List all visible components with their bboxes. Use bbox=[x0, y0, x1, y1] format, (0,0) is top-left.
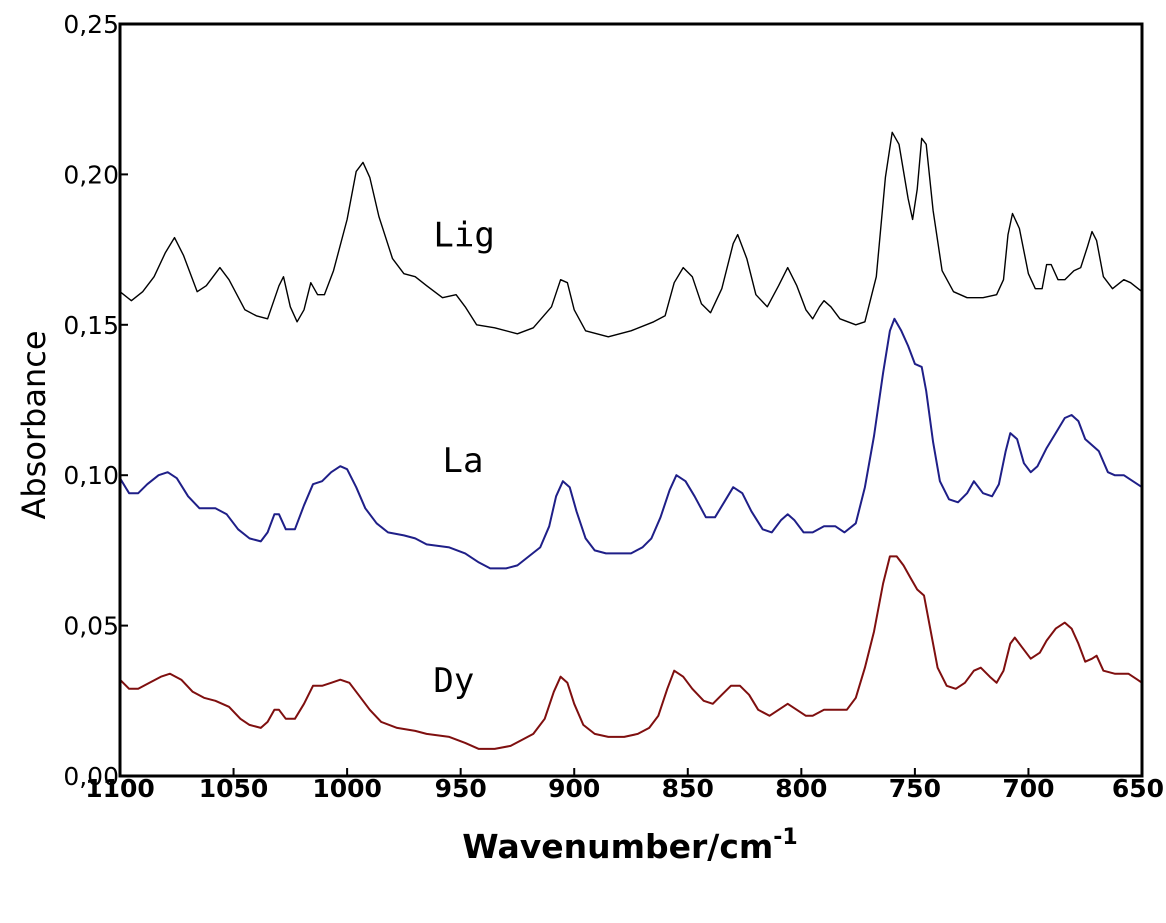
x-tick-label: 700 bbox=[1002, 774, 1054, 803]
x-tick-label: 950 bbox=[435, 774, 487, 803]
y-tick-label: 0,25 bbox=[63, 10, 119, 39]
x-tick-label: 900 bbox=[548, 774, 600, 803]
series-layer bbox=[119, 131, 1143, 750]
x-axis-ticks: 1100 1050 1000 950 900 850 800 750 700 650 bbox=[85, 768, 1164, 803]
x-axis-title-superscript: -1 bbox=[773, 825, 797, 850]
x-tick-label: 650 bbox=[1112, 774, 1164, 803]
y-tick-label: 0,00 bbox=[63, 762, 119, 791]
x-axis-title: Wavenumber/cm-1 bbox=[462, 825, 798, 866]
series-label-dy: Dy bbox=[433, 661, 474, 701]
y-tick-label: 0,20 bbox=[63, 160, 119, 189]
series-line-la bbox=[119, 317, 1143, 570]
annotation-layer: Lig La Dy bbox=[433, 216, 494, 701]
series-label-la: La bbox=[443, 441, 484, 481]
x-tick-label: 850 bbox=[662, 774, 714, 803]
series-line-lig bbox=[119, 131, 1143, 338]
x-tick-label: 1050 bbox=[199, 774, 269, 803]
x-tick-label: 750 bbox=[889, 774, 941, 803]
plot-frame bbox=[118, 22, 1144, 778]
series-line-dy bbox=[119, 555, 1143, 750]
x-tick-label: 1100 bbox=[85, 774, 155, 803]
x-axis-title-main: Wavenumber/cm bbox=[462, 827, 773, 866]
y-tick-label: 0,10 bbox=[63, 461, 119, 490]
y-axis-ticks: 0,00 0,05 0,10 0,15 0,20 0,25 bbox=[63, 10, 128, 791]
x-tick-label: 800 bbox=[775, 774, 827, 803]
y-tick-label: 0,05 bbox=[63, 612, 119, 641]
x-tick-label: 1000 bbox=[312, 774, 382, 803]
y-tick-label: 0,15 bbox=[63, 311, 119, 340]
series-label-lig: Lig bbox=[433, 216, 494, 256]
y-axis-title: Absorbance bbox=[15, 330, 53, 519]
